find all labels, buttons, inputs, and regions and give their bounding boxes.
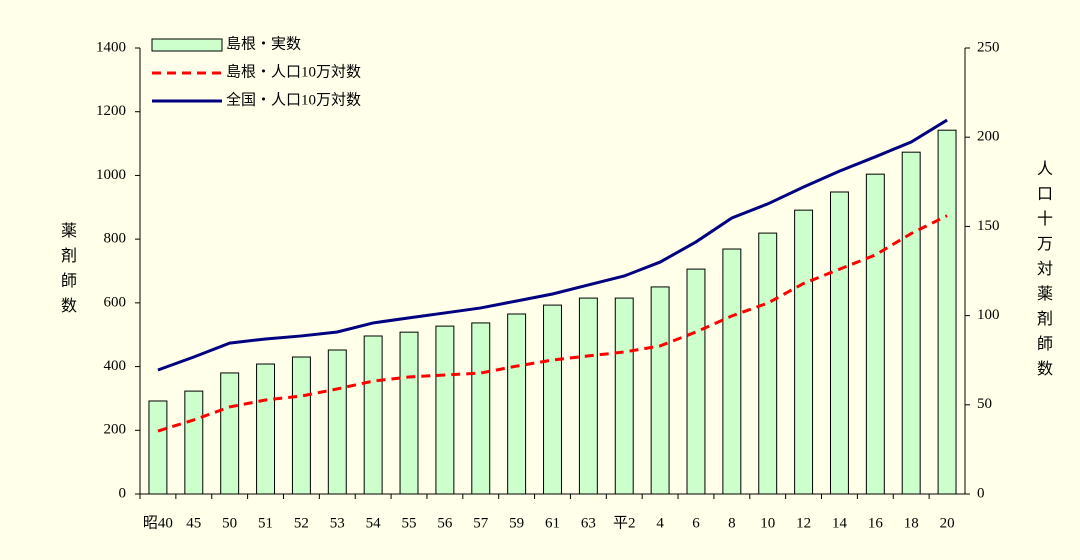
x-tick-label: 昭40 <box>143 514 173 531</box>
x-tick-label: 52 <box>294 515 309 531</box>
y-tick-label: 400 <box>104 358 127 374</box>
bar <box>901 151 921 495</box>
y2-tick-label: 250 <box>977 39 1000 55</box>
x-tick-label: 10 <box>760 515 775 531</box>
bar <box>399 331 419 495</box>
bar <box>650 286 670 495</box>
bar <box>291 356 311 495</box>
bar <box>220 372 240 495</box>
x-tick-label: 57 <box>473 515 489 531</box>
bar <box>829 191 849 495</box>
bar <box>578 297 598 495</box>
bar <box>937 129 957 495</box>
bar <box>435 325 455 495</box>
bar <box>148 400 168 495</box>
bar <box>363 335 383 495</box>
y2-axis-label: 人口十万対薬剤師数 <box>1034 160 1051 385</box>
x-tick-label: 59 <box>509 515 524 531</box>
x-tick-label: 20 <box>940 515 955 531</box>
bar <box>722 248 742 495</box>
x-tick-label: 55 <box>402 515 417 531</box>
x-tick-label: 8 <box>728 515 736 531</box>
bar <box>543 304 562 495</box>
x-tick-label: 18 <box>904 515 919 531</box>
legend-label: 全国・人口10万対数 <box>226 90 361 108</box>
x-tick-label: 16 <box>868 515 884 531</box>
y-tick-label: 0 <box>119 485 127 501</box>
bar <box>471 322 491 495</box>
x-tick-label: 12 <box>796 515 811 531</box>
y-tick-label: 1400 <box>96 39 126 55</box>
line <box>157 214 948 433</box>
y2-tick-label: 0 <box>977 485 985 501</box>
y-tick-label: 1200 <box>96 103 126 119</box>
x-tick-label: 50 <box>222 515 237 531</box>
bar <box>256 363 276 495</box>
bar <box>614 297 634 495</box>
legend-label: 島根・実数 <box>226 35 301 52</box>
y2-tick-label: 200 <box>977 129 1000 145</box>
bar <box>865 173 885 495</box>
y2-tick-label: 100 <box>977 307 1000 323</box>
x-tick-label: 54 <box>366 515 382 531</box>
x-tick-label: 平2 <box>613 515 636 531</box>
y-tick-label: 200 <box>104 422 127 438</box>
x-tick-label: 61 <box>545 515 560 531</box>
y-tick-label: 600 <box>104 294 127 310</box>
x-tick-label: 51 <box>258 515 273 531</box>
x-tick-label: 56 <box>437 515 453 531</box>
bar <box>507 313 527 495</box>
legend-label: 島根・人口10万対数 <box>226 63 361 80</box>
y-tick-label: 1000 <box>96 167 126 183</box>
bar <box>327 349 347 495</box>
bar <box>758 232 778 495</box>
y-axis-label: 薬剤師数 <box>58 222 75 322</box>
y2-tick-label: 50 <box>977 396 992 412</box>
x-tick-label: 63 <box>581 515 596 531</box>
x-tick-label: 14 <box>832 515 848 531</box>
x-tick-label: 45 <box>186 515 201 531</box>
y2-tick-label: 150 <box>977 218 1000 234</box>
bar <box>184 390 204 495</box>
bar <box>686 268 706 495</box>
x-tick-label: 4 <box>656 515 664 531</box>
bar <box>794 209 814 495</box>
x-tick-label: 6 <box>692 515 700 531</box>
line <box>157 118 948 372</box>
x-tick-label: 53 <box>330 515 345 531</box>
legend-swatch <box>151 38 223 52</box>
y-tick-label: 800 <box>104 231 127 247</box>
